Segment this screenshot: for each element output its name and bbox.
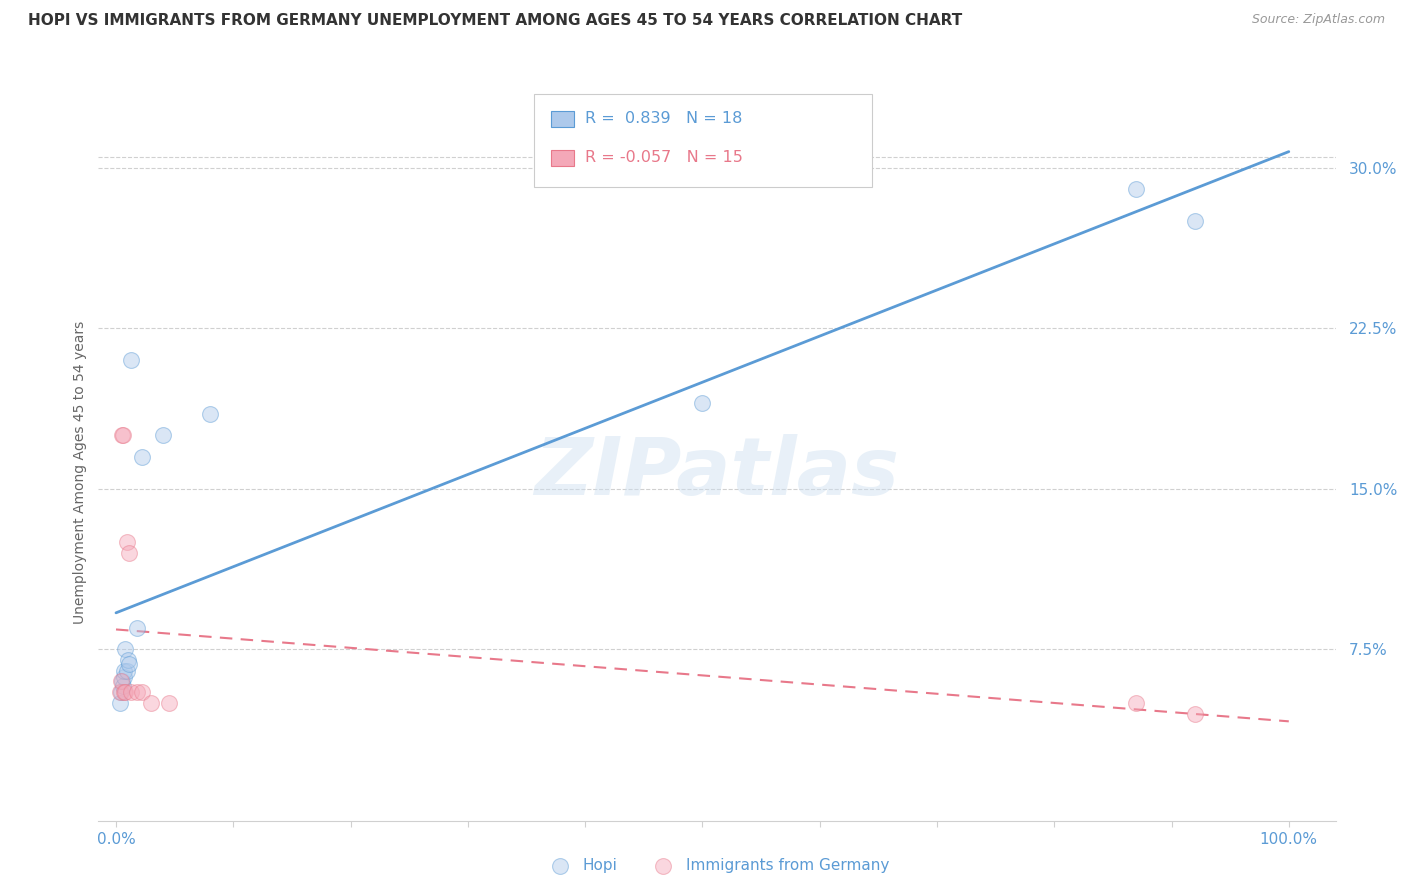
Point <box>127 685 149 699</box>
Point <box>131 450 153 464</box>
Point <box>110 674 132 689</box>
Point <box>117 653 139 667</box>
Text: ZIPatlas: ZIPatlas <box>534 434 900 512</box>
Point <box>692 396 714 410</box>
Text: HOPI VS IMMIGRANTS FROM GERMANY UNEMPLOYMENT AMONG AGES 45 TO 54 YEARS CORRELATI: HOPI VS IMMIGRANTS FROM GERMANY UNEMPLOY… <box>28 13 962 29</box>
Point <box>198 407 221 421</box>
Point <box>1184 706 1206 721</box>
Point <box>112 685 135 699</box>
Point <box>1184 214 1206 228</box>
Point <box>111 674 134 689</box>
Y-axis label: Unemployment Among Ages 45 to 54 years: Unemployment Among Ages 45 to 54 years <box>73 321 87 624</box>
Point <box>112 664 135 678</box>
Point <box>112 679 135 693</box>
Point <box>152 428 174 442</box>
Point <box>111 428 134 442</box>
Point <box>108 696 131 710</box>
Point <box>115 664 138 678</box>
Point <box>141 696 163 710</box>
Point <box>110 685 132 699</box>
Text: R =  0.839   N = 18: R = 0.839 N = 18 <box>585 112 742 126</box>
Point <box>112 670 135 684</box>
Text: R = -0.057   N = 15: R = -0.057 N = 15 <box>585 151 742 165</box>
Point <box>1125 182 1147 196</box>
Point <box>131 685 153 699</box>
Point <box>127 621 149 635</box>
Point <box>120 353 142 368</box>
Point <box>112 428 135 442</box>
Point <box>118 546 141 560</box>
Point <box>108 685 131 699</box>
Legend: Hopi, Immigrants from Germany: Hopi, Immigrants from Germany <box>538 852 896 880</box>
Point <box>120 685 142 699</box>
Point <box>114 642 136 657</box>
Point <box>115 535 138 549</box>
Point <box>114 685 136 699</box>
Point <box>157 696 180 710</box>
Point <box>1125 696 1147 710</box>
Point <box>118 657 141 672</box>
Text: Source: ZipAtlas.com: Source: ZipAtlas.com <box>1251 13 1385 27</box>
